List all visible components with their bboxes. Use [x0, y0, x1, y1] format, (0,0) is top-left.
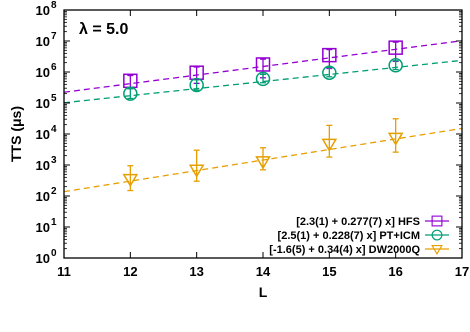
legend-label: [-1.6(5) + 0.34(4) x] DW2000Q [269, 244, 420, 256]
lambda-annotation: λ = 5.0 [79, 21, 128, 38]
x-tick-label: 11 [57, 264, 71, 279]
legend: [2.3(1) + 0.277(7) x] HFS [2.5(1) + 0.228… [269, 216, 449, 256]
y-tick-label: 10 [36, 96, 50, 111]
y-tick-label: 10 [36, 127, 50, 142]
legend-label: [2.5(1) + 0.228(7) x] PT+ICM [278, 230, 420, 242]
y-tick-label: 10 [36, 34, 50, 49]
y-tick-exponent: 7 [51, 31, 57, 42]
y-tick-exponent: 3 [51, 155, 57, 166]
y-tick-label: 10 [36, 220, 50, 235]
y-axis-title: TTS (μs) [8, 106, 24, 162]
y-tick-exponent: 0 [51, 248, 57, 259]
x-tick-label: 17 [455, 264, 469, 279]
legend-label: [2.3(1) + 0.277(7) x] HFS [296, 216, 420, 228]
legend-marker [432, 246, 442, 254]
y-tick-exponent: 6 [51, 62, 57, 73]
y-tick-label: 10 [36, 3, 50, 18]
y-tick-label: 10 [36, 158, 50, 173]
y-tick-exponent: 5 [51, 93, 57, 104]
x-tick-label: 15 [322, 264, 336, 279]
x-tick-labels: 11 12 13 14 15 16 17 [57, 264, 469, 279]
y-tick-exponent: 4 [51, 124, 57, 135]
x-axis-title: L [259, 284, 268, 300]
x-tick-label: 14 [256, 264, 271, 279]
y-tick-label: 10 [36, 189, 50, 204]
x-tick-label: 13 [189, 264, 203, 279]
x-tick-label: 12 [123, 264, 137, 279]
y-tick-exponent: 2 [51, 186, 57, 197]
y-tick-label: 10 [36, 65, 50, 80]
y-tick-exponent: 8 [51, 0, 57, 11]
y-tick-label: 10 [36, 251, 50, 266]
y-tick-exponent: 1 [51, 217, 57, 228]
x-tick-label: 16 [388, 264, 402, 279]
